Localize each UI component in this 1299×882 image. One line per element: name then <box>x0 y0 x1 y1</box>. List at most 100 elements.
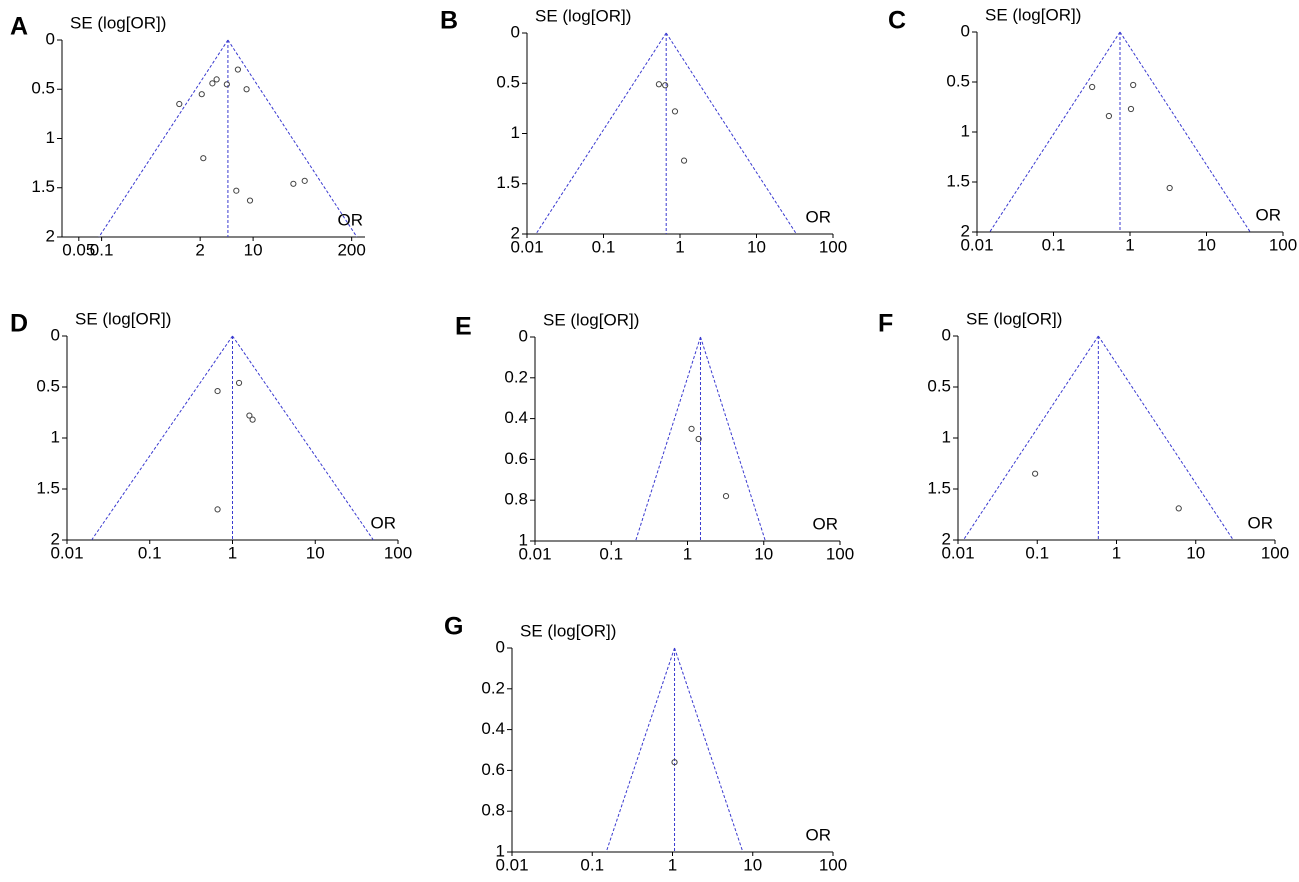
y-tick-label: 0 <box>942 325 951 344</box>
y-tick-label: 1.5 <box>946 171 970 190</box>
study-point <box>198 91 205 98</box>
panel-letter: F <box>878 310 893 338</box>
funnel-left <box>963 335 1099 541</box>
x-tick-label: 100 <box>384 543 412 562</box>
study-point <box>234 66 242 73</box>
x-tick-label: 0.1 <box>138 543 162 562</box>
y-tick-label: 0.8 <box>504 490 528 509</box>
x-axis-label: OR <box>371 513 397 532</box>
funnel-left <box>535 32 667 235</box>
y-axis-label: SE (log[OR]) <box>543 310 639 329</box>
x-tick-label: 0.1 <box>599 544 623 563</box>
panel-letter: E <box>455 313 472 341</box>
y-tick-label: 0 <box>519 326 528 345</box>
study-point <box>243 86 250 93</box>
y-tick-label: 0.5 <box>946 71 970 90</box>
y-axis-label: SE (log[OR]) <box>520 621 616 640</box>
study-point <box>246 412 253 419</box>
x-tick-label: 0.1 <box>1042 235 1066 254</box>
x-tick-label: 2 <box>195 240 204 259</box>
y-tick-label: 2 <box>46 226 55 245</box>
y-tick-label: 0.5 <box>927 376 951 395</box>
x-tick-label: 100 <box>1261 543 1289 562</box>
funnel-right <box>227 39 358 238</box>
study-point <box>655 81 663 88</box>
funnel-right <box>1119 31 1251 233</box>
x-tick-label: 0.01 <box>495 855 528 874</box>
x-tick-label: 0.1 <box>592 237 616 256</box>
y-axis-label: SE (log[OR]) <box>75 309 171 328</box>
y-tick-label: 1.5 <box>36 478 60 497</box>
study-point <box>200 155 207 162</box>
panel-letter: A <box>10 13 28 41</box>
x-axis-label: OR <box>806 825 832 844</box>
y-tick-label: 0.5 <box>496 73 520 92</box>
x-axis-label: OR <box>1256 205 1282 224</box>
funnel-right <box>665 32 797 235</box>
x-tick-label: 10 <box>747 237 766 256</box>
y-tick-label: 1 <box>511 123 520 142</box>
x-tick-label: 10 <box>244 240 263 259</box>
study-point <box>695 435 702 443</box>
study-point <box>1127 105 1135 113</box>
x-tick-label: 200 <box>337 240 365 259</box>
study-point <box>1089 83 1096 91</box>
funnel-left <box>98 39 229 238</box>
y-tick-label: 0.5 <box>36 376 60 395</box>
y-axis-label: SE (log[OR]) <box>70 13 166 32</box>
y-axis-label: SE (log[OR]) <box>535 6 631 25</box>
panel-letter: B <box>440 7 458 35</box>
study-point <box>1166 184 1173 192</box>
x-tick-label: 0.1 <box>90 240 114 259</box>
y-tick-label: 0 <box>51 325 60 344</box>
y-tick-label: 0.6 <box>504 449 528 468</box>
y-tick-label: 0 <box>961 21 970 40</box>
x-tick-label: 100 <box>819 237 847 256</box>
y-tick-label: 2 <box>961 221 970 240</box>
x-tick-label: 10 <box>1186 543 1205 562</box>
study-point <box>213 76 220 83</box>
panel-letter: C <box>888 7 906 35</box>
x-axis-label: OR <box>813 514 839 533</box>
y-tick-label: 2 <box>51 529 60 548</box>
y-tick-label: 0 <box>46 29 55 48</box>
study-point <box>214 506 221 513</box>
panel-letter: D <box>10 310 28 338</box>
x-tick-label: 1 <box>1112 543 1121 562</box>
funnel-left <box>989 31 1121 233</box>
x-axis-label: OR <box>806 207 832 226</box>
study-point <box>209 80 216 87</box>
study-point <box>680 157 688 164</box>
y-tick-label: 0.2 <box>481 678 505 697</box>
funnel-right <box>674 647 744 853</box>
study-point <box>249 416 256 423</box>
x-tick-label: 1 <box>675 237 684 256</box>
y-tick-label: 0 <box>511 22 520 41</box>
y-tick-label: 0.6 <box>481 760 505 779</box>
x-tick-label: 100 <box>819 855 847 874</box>
funnel-right <box>1097 335 1234 541</box>
study-point <box>722 493 730 500</box>
x-axis-label: OR <box>338 210 364 229</box>
study-point <box>235 379 243 387</box>
panel-letter: G <box>444 613 463 641</box>
study-point <box>290 180 297 187</box>
funnel-right <box>232 335 374 541</box>
y-tick-label: 1.5 <box>31 177 55 196</box>
y-tick-label: 2 <box>511 223 520 242</box>
study-point <box>176 100 183 108</box>
y-tick-label: 1 <box>942 427 951 446</box>
x-tick-label: 10 <box>1197 235 1216 254</box>
funnel-right <box>700 336 766 542</box>
study-point <box>1032 470 1039 477</box>
x-tick-label: 10 <box>743 855 762 874</box>
y-tick-label: 1 <box>496 841 505 860</box>
x-tick-label: 10 <box>754 544 773 563</box>
x-tick-label: 1 <box>683 544 692 563</box>
x-tick-label: 0.1 <box>580 855 604 874</box>
x-axis-label: OR <box>1248 513 1274 532</box>
y-tick-label: 0.4 <box>481 719 505 738</box>
y-tick-label: 0.2 <box>504 367 528 386</box>
study-point <box>671 759 678 766</box>
